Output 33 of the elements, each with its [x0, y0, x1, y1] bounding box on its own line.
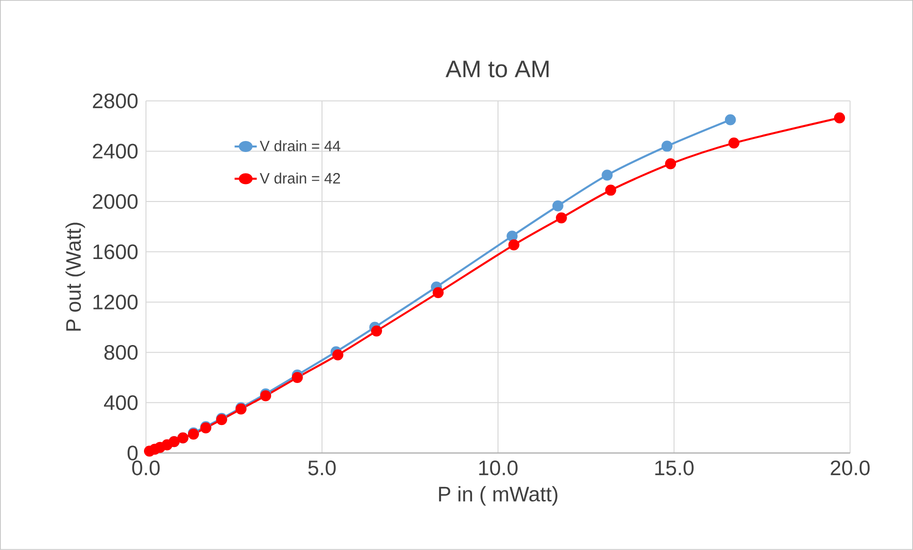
chart-title: AM to AM [446, 60, 549, 78]
point [834, 112, 846, 124]
y-tick-label: 2800 [92, 94, 138, 108]
legend-label: V drain = 44 [260, 140, 340, 152]
x-tick-label: 5.0 [308, 460, 336, 476]
point [292, 372, 303, 384]
point [602, 170, 613, 181]
y-tick-label: 2400 [92, 144, 138, 159]
y-tick-label: 800 [104, 345, 138, 360]
point [432, 287, 444, 298]
point [724, 114, 736, 126]
y-tick-label: 1200 [93, 294, 138, 310]
legend-label: V drain = 42 [260, 172, 340, 184]
point [556, 212, 567, 224]
point [508, 239, 520, 250]
point [332, 349, 344, 360]
y-tick-label: 1600 [93, 244, 138, 260]
point [662, 140, 673, 152]
point [552, 200, 564, 212]
x-tick-label: 15.0 [655, 460, 694, 476]
point [728, 138, 740, 149]
y-tick-label: 0 [128, 446, 138, 460]
point [605, 184, 616, 196]
point [665, 158, 676, 170]
point [371, 326, 382, 337]
y-tick-label: 400 [104, 395, 138, 410]
y-tick-label: 2000 [92, 194, 138, 209]
x-tick-label: 0.0 [132, 460, 160, 476]
y-axis-title: P out (Watt) [66, 222, 86, 331]
x-axis-title: P in ( mWatt) [439, 486, 558, 506]
x-tick-label: 10.0 [479, 460, 518, 476]
point [506, 230, 518, 242]
x-tick-label: 20.0 [830, 460, 870, 476]
